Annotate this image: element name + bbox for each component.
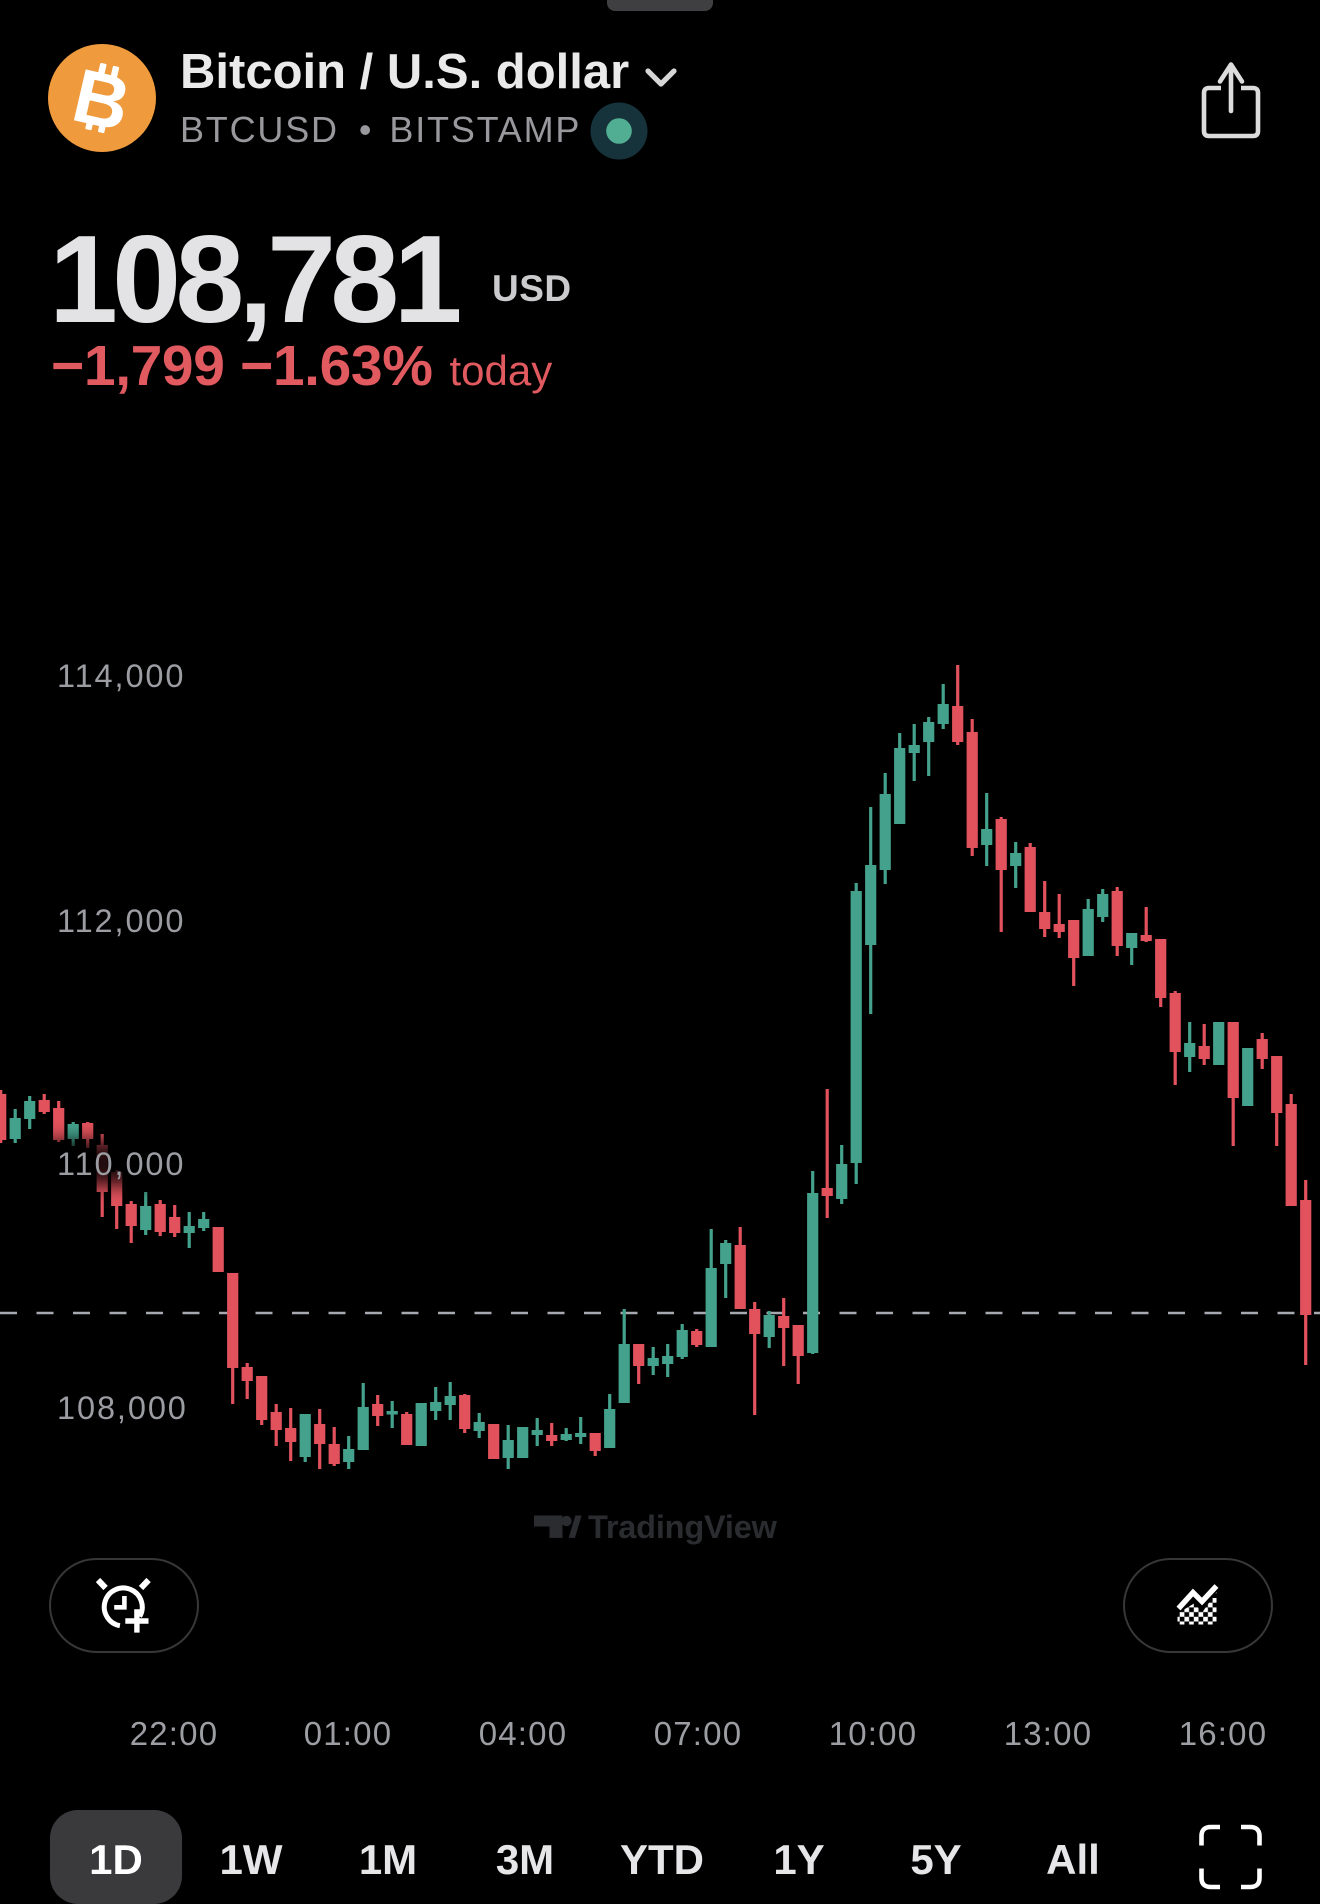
svg-text:108,000: 108,000 <box>57 1390 188 1426</box>
svg-text:112,000: 112,000 <box>57 903 185 939</box>
svg-text:114,000: 114,000 <box>57 658 185 694</box>
svg-text:TradingView: TradingView <box>588 1509 778 1545</box>
svg-text:110,000: 110,000 <box>57 1146 185 1182</box>
